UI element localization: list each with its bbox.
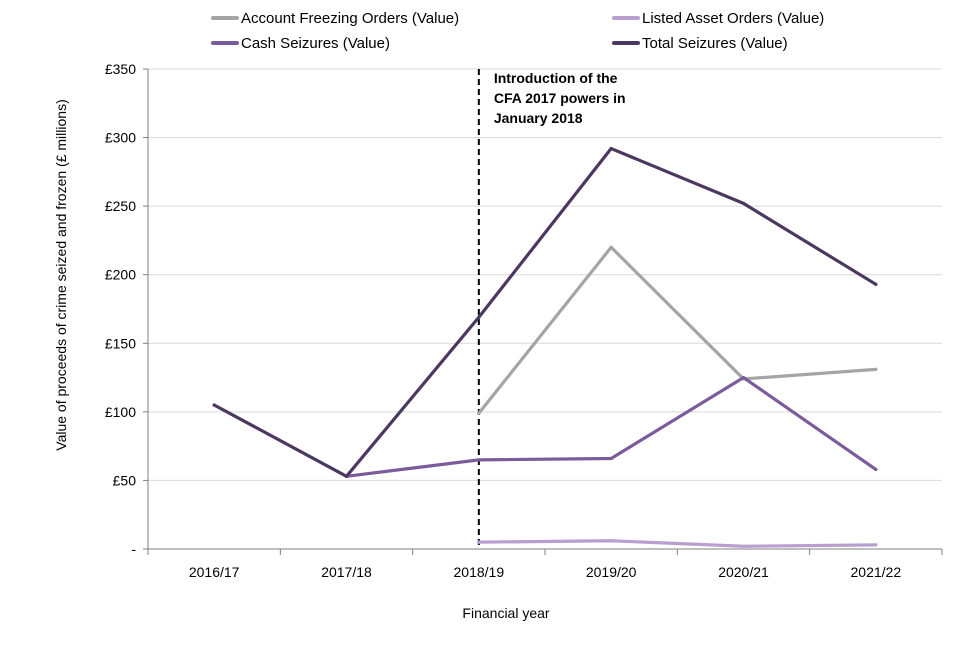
y-axis-ticks: - £50 £100 £150 £200 £250 £300 £350 bbox=[105, 61, 148, 557]
gridlines bbox=[148, 68, 942, 481]
x-tick-label: 2020/21 bbox=[718, 564, 769, 580]
legend-item-account-freezing-orders-value: Account Freezing Orders (Value) bbox=[211, 10, 459, 27]
legend: Account Freezing Orders (Value) Listed As… bbox=[211, 10, 824, 52]
y-axis-title: Value of proceeds of crime seized and fr… bbox=[53, 99, 69, 450]
data-point bbox=[741, 201, 746, 205]
data-point bbox=[609, 539, 613, 543]
data-point bbox=[477, 411, 481, 415]
data-point bbox=[609, 456, 613, 461]
series-line-total-seizures-value bbox=[212, 146, 878, 478]
series-line-account-freezing-orders-value bbox=[477, 245, 878, 415]
data-point bbox=[609, 245, 613, 249]
annotation-text: Introduction of the CFA 2017 powers in Jan… bbox=[494, 70, 626, 126]
y-tick-label: - bbox=[131, 541, 136, 557]
data-point bbox=[477, 458, 481, 462]
series-listed-asset-orders-value bbox=[477, 539, 878, 548]
legend-label: Account Freezing Orders (Value) bbox=[241, 10, 459, 27]
x-tick-label: 2016/17 bbox=[189, 564, 240, 580]
axes bbox=[147, 69, 942, 550]
series-line-listed-asset-orders-value bbox=[477, 539, 878, 548]
series-account-freezing-orders-value bbox=[477, 245, 878, 415]
legend-label: Cash Seizures (Value) bbox=[241, 35, 390, 52]
series-line-cash-seizures-value bbox=[344, 375, 878, 478]
data-point bbox=[477, 540, 481, 544]
y-tick-label: £100 bbox=[105, 404, 136, 420]
data-point bbox=[344, 474, 349, 478]
legend-item-total-seizures-value: Total Seizures (Value) bbox=[612, 35, 788, 52]
x-tick-label: 2018/19 bbox=[454, 564, 505, 580]
x-axis-ticks: 2016/17 2017/18 2018/19 2019/20 2020/21 2021/… bbox=[147, 549, 943, 580]
series-total-seizures-value bbox=[212, 146, 878, 478]
x-tick-label: 2019/20 bbox=[586, 564, 637, 580]
legend-item-listed-asset-orders-value: Listed Asset Orders (Value) bbox=[612, 10, 824, 27]
data-point bbox=[874, 282, 878, 286]
y-tick-label: £350 bbox=[105, 61, 136, 77]
data-point bbox=[874, 367, 878, 371]
series-lines bbox=[212, 146, 878, 548]
data-point bbox=[874, 543, 878, 547]
y-tick-label: £200 bbox=[105, 267, 136, 283]
annotation-line-text: CFA 2017 powers in bbox=[494, 90, 626, 106]
series-cash-seizures-value bbox=[344, 375, 878, 478]
data-point bbox=[609, 146, 613, 151]
data-point bbox=[477, 315, 481, 319]
y-tick-label: £150 bbox=[105, 335, 136, 351]
x-tick-label: 2021/22 bbox=[851, 564, 902, 580]
legend-label: Listed Asset Orders (Value) bbox=[642, 10, 824, 27]
y-tick-label: £250 bbox=[105, 198, 136, 214]
annotation-line-text: Introduction of the bbox=[494, 70, 618, 86]
legend-item-cash-seizures-value: Cash Seizures (Value) bbox=[211, 35, 390, 52]
data-point bbox=[874, 467, 878, 472]
annotation-line-text: January 2018 bbox=[494, 110, 583, 126]
y-tick-label: £50 bbox=[113, 472, 137, 488]
x-axis-title: Financial year bbox=[462, 605, 549, 621]
legend-label: Total Seizures (Value) bbox=[642, 35, 788, 52]
data-point bbox=[741, 375, 746, 380]
data-point bbox=[212, 403, 216, 407]
x-tick-label: 2017/18 bbox=[321, 564, 372, 580]
data-point bbox=[741, 544, 746, 548]
y-tick-label: £300 bbox=[105, 130, 136, 146]
